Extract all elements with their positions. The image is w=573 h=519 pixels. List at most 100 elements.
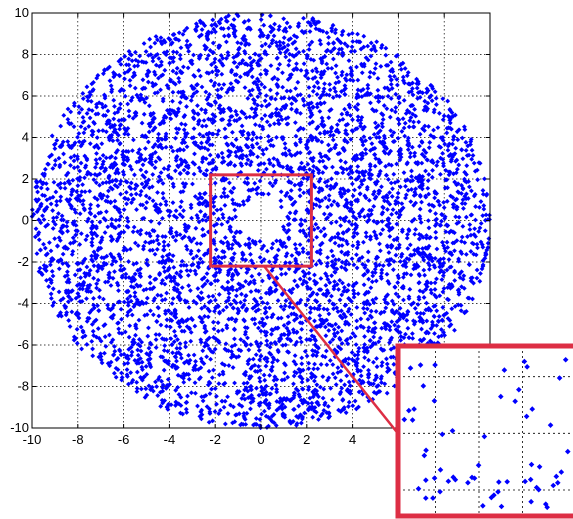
data-point	[263, 355, 269, 361]
data-point	[158, 142, 163, 148]
data-point	[188, 338, 194, 344]
data-point	[78, 124, 84, 130]
data-point	[259, 43, 265, 49]
data-point	[297, 139, 303, 145]
data-point	[108, 307, 113, 313]
data-point	[342, 92, 348, 97]
data-point	[175, 294, 181, 300]
data-point	[163, 199, 169, 204]
data-point	[335, 234, 341, 240]
data-point	[320, 395, 326, 401]
data-point	[210, 199, 216, 205]
data-point	[339, 191, 345, 197]
data-point	[124, 223, 130, 229]
data-point	[257, 27, 263, 33]
data-point	[199, 359, 205, 365]
data-point	[288, 169, 294, 175]
data-point	[165, 377, 171, 382]
data-point	[264, 359, 270, 364]
data-point	[115, 299, 121, 305]
data-point	[332, 279, 337, 285]
data-point	[450, 141, 455, 147]
data-point	[348, 202, 354, 207]
data-point	[96, 100, 102, 106]
data-point	[107, 155, 113, 161]
data-point	[64, 269, 70, 275]
data-point	[149, 184, 155, 190]
data-point	[224, 325, 230, 331]
data-point	[127, 184, 132, 190]
data-point	[369, 47, 374, 53]
data-point	[85, 98, 91, 104]
data-point	[59, 230, 65, 235]
data-point	[97, 193, 103, 199]
data-point	[100, 104, 106, 110]
data-point	[256, 401, 262, 406]
data-point	[144, 230, 149, 236]
data-point	[168, 144, 174, 150]
data-point	[241, 380, 247, 386]
data-point	[274, 386, 280, 392]
data-point	[245, 62, 250, 68]
data-point	[300, 246, 306, 252]
data-point	[160, 388, 166, 394]
data-point	[416, 271, 422, 277]
data-point	[253, 106, 259, 112]
data-point	[228, 149, 234, 155]
data-point	[385, 217, 391, 223]
data-point	[319, 60, 325, 66]
data-point	[174, 110, 180, 116]
data-point	[343, 160, 348, 165]
data-point	[102, 68, 108, 73]
data-point	[108, 359, 114, 365]
data-point	[237, 61, 242, 67]
data-point	[259, 246, 265, 252]
data-point	[379, 380, 384, 385]
data-point	[354, 252, 359, 258]
data-point	[252, 280, 257, 286]
data-point	[68, 163, 73, 168]
data-point	[125, 157, 131, 162]
data-point	[395, 280, 401, 286]
data-point	[367, 74, 373, 80]
data-point	[201, 118, 207, 123]
data-point	[452, 303, 458, 309]
data-point	[391, 237, 397, 243]
data-point	[383, 163, 389, 169]
data-point	[466, 152, 472, 158]
data-point	[225, 285, 230, 291]
data-point	[117, 88, 123, 94]
data-point	[405, 246, 411, 251]
data-point	[317, 28, 323, 33]
data-point	[174, 287, 180, 292]
data-point	[225, 279, 231, 285]
data-point	[369, 172, 375, 178]
data-point	[349, 350, 355, 355]
data-point	[211, 204, 217, 209]
data-point	[244, 380, 250, 386]
data-point	[345, 341, 351, 347]
data-point	[232, 336, 237, 342]
data-point	[353, 406, 359, 412]
data-point	[177, 171, 183, 177]
data-point	[108, 234, 114, 239]
data-point	[128, 246, 133, 252]
data-point	[380, 194, 386, 200]
data-point	[421, 267, 427, 273]
data-point	[379, 276, 384, 281]
data-point	[247, 162, 253, 168]
data-point	[359, 63, 365, 69]
data-point	[305, 250, 310, 256]
data-point	[111, 312, 117, 318]
data-point	[161, 38, 167, 43]
data-point	[80, 91, 86, 96]
data-point	[157, 156, 163, 162]
data-point	[219, 160, 225, 165]
data-point	[126, 259, 131, 264]
data-point	[128, 98, 134, 103]
data-point	[334, 93, 340, 99]
data-point	[169, 342, 175, 348]
data-point	[215, 254, 221, 260]
data-point	[382, 144, 387, 150]
data-point	[308, 328, 314, 333]
